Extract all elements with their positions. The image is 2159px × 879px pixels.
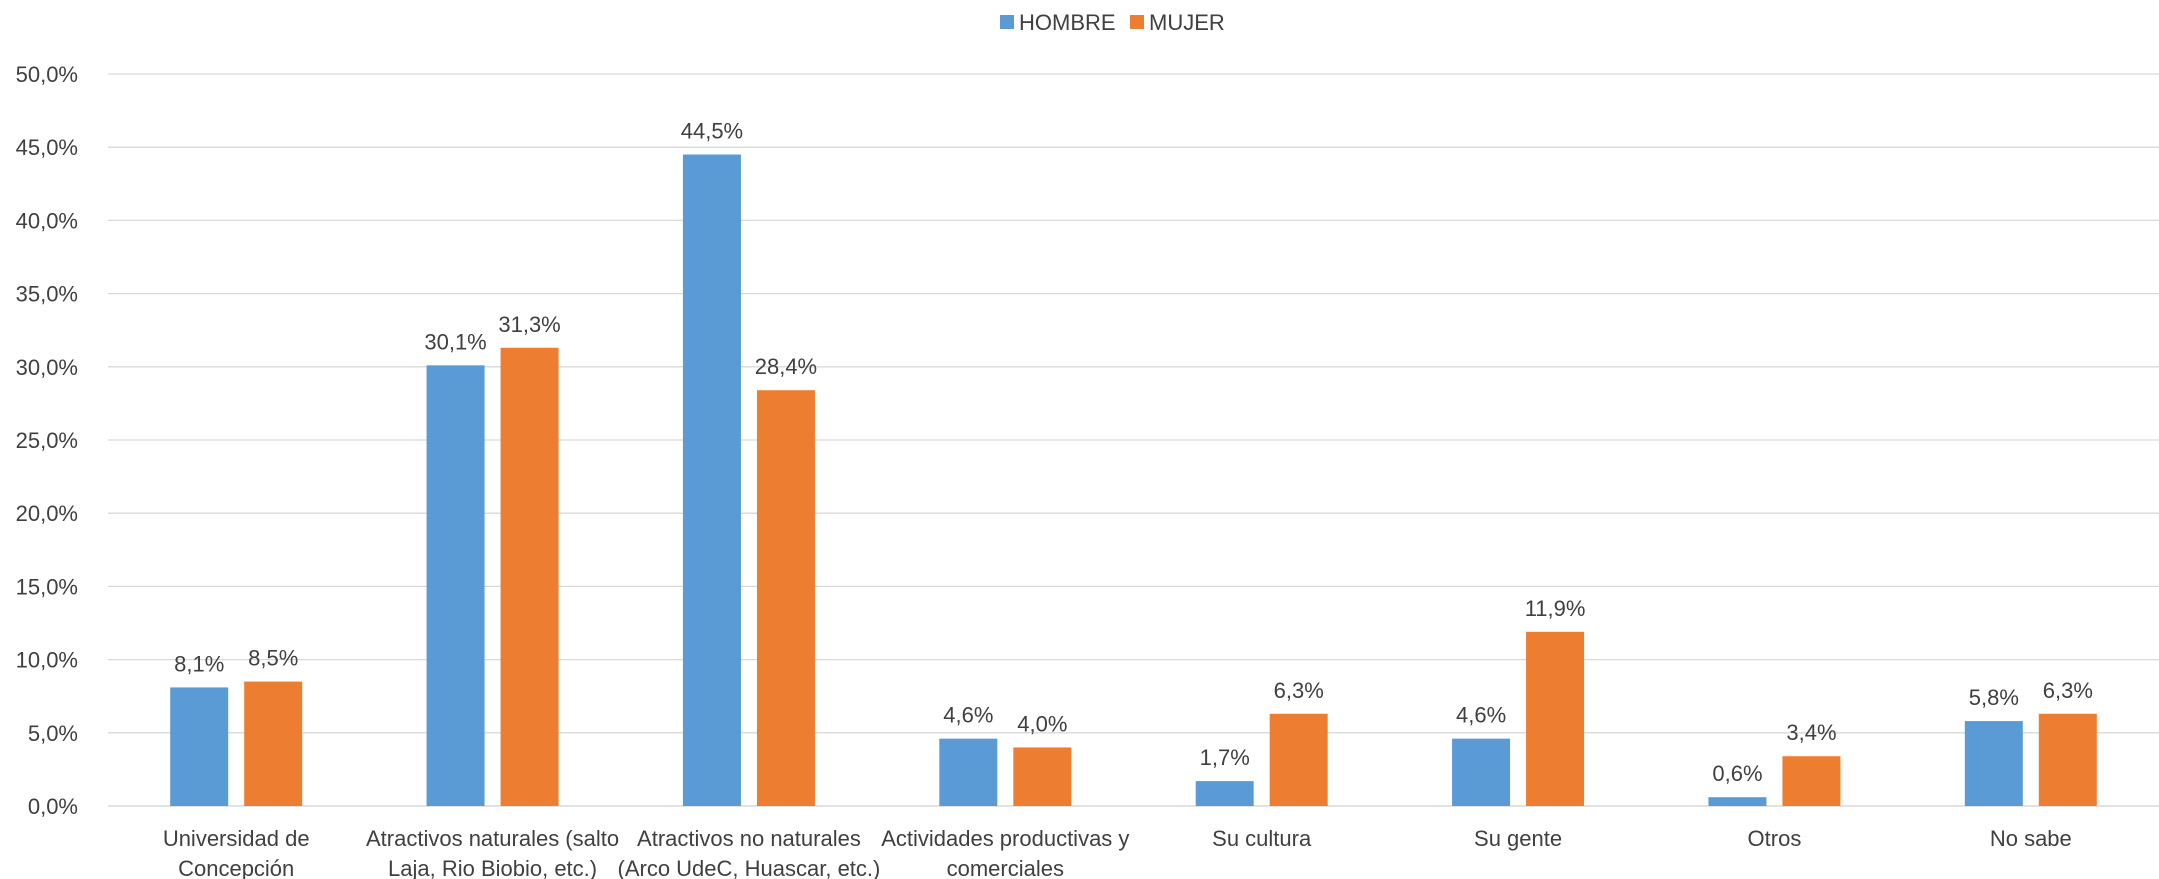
category-label: Atractivos no naturales bbox=[637, 826, 861, 851]
legend-label-hombre: HOMBRE bbox=[1019, 10, 1116, 35]
category-label: Otros bbox=[1748, 826, 1802, 851]
legend-swatch-mujer bbox=[1130, 15, 1144, 29]
bar-hombre bbox=[1964, 721, 2023, 806]
data-label: 0,6% bbox=[1712, 761, 1762, 786]
y-tick-label: 10,0% bbox=[16, 648, 78, 673]
bar-hombre bbox=[1195, 781, 1254, 806]
category-label: Concepción bbox=[178, 856, 294, 879]
category-label: Su gente bbox=[1474, 826, 1562, 851]
data-label: 4,6% bbox=[1456, 703, 1506, 728]
bar-hombre bbox=[1452, 738, 1511, 806]
y-tick-label: 25,0% bbox=[16, 428, 78, 453]
data-label: 4,6% bbox=[943, 703, 993, 728]
data-label: 3,4% bbox=[1786, 720, 1836, 745]
bar-mujer bbox=[1526, 631, 1585, 806]
y-tick-label: 45,0% bbox=[16, 135, 78, 160]
data-label: 6,3% bbox=[2043, 678, 2093, 703]
y-tick-label: 35,0% bbox=[16, 282, 78, 307]
data-label: 8,1% bbox=[174, 651, 224, 676]
data-label: 1,7% bbox=[1200, 745, 1250, 770]
data-label: 4,0% bbox=[1017, 711, 1067, 736]
y-tick-label: 30,0% bbox=[16, 355, 78, 380]
bar-mujer bbox=[1782, 756, 1841, 806]
bar-hombre bbox=[1708, 797, 1767, 806]
y-tick-label: 0,0% bbox=[28, 794, 78, 819]
bar-mujer bbox=[2038, 713, 2097, 806]
category-label: No sabe bbox=[1990, 826, 2072, 851]
data-label: 8,5% bbox=[248, 646, 298, 671]
category-label: Laja, Rio Biobio, etc.) bbox=[388, 856, 597, 879]
legend-swatch-hombre bbox=[1000, 15, 1014, 29]
y-tick-label: 5,0% bbox=[28, 721, 78, 746]
data-label: 11,9% bbox=[1525, 596, 1586, 621]
bar-hombre bbox=[682, 154, 741, 806]
gridlines bbox=[108, 73, 2159, 807]
data-label: 30,1% bbox=[424, 329, 486, 354]
category-label: Actividades productivas y bbox=[881, 826, 1129, 851]
data-label: 5,8% bbox=[1969, 685, 2019, 710]
bar-hombre bbox=[170, 687, 229, 806]
category-label: Atractivos naturales (salto bbox=[366, 826, 619, 851]
category-label: comerciales bbox=[947, 856, 1064, 879]
data-label: 6,3% bbox=[1274, 678, 1324, 703]
data-labels: 8,1% 8,5% 30,1% 31,3% 44,5% 28,4% 4,6% 4,0% 1,7%… bbox=[174, 119, 2093, 787]
data-label: 44,5% bbox=[681, 119, 743, 144]
category-label: Universidad de bbox=[163, 826, 310, 851]
bars bbox=[170, 154, 2097, 806]
y-tick-label: 20,0% bbox=[16, 501, 78, 526]
y-tick-label: 50,0% bbox=[16, 62, 78, 87]
data-label: 31,3% bbox=[498, 312, 560, 337]
bar-mujer bbox=[244, 681, 303, 806]
category-label: Su cultura bbox=[1212, 826, 1312, 851]
x-axis: Universidad de Concepción Atractivos natur… bbox=[163, 826, 2072, 879]
bar-mujer bbox=[500, 347, 559, 806]
y-tick-label: 40,0% bbox=[16, 208, 78, 233]
data-label: 28,4% bbox=[755, 354, 817, 379]
bar-hombre bbox=[426, 365, 485, 806]
bar-mujer bbox=[756, 390, 815, 806]
legend-label-mujer: MUJER bbox=[1149, 10, 1225, 35]
legend: HOMBRE MUJER bbox=[1000, 10, 1225, 35]
bar-mujer bbox=[1013, 747, 1072, 806]
y-axis: 0,0% 5,0% 10,0% 15,0% 20,0% 25,0% 30,0% 35,0% 40… bbox=[16, 62, 78, 819]
bar-hombre bbox=[939, 738, 998, 806]
bar-mujer bbox=[1269, 713, 1328, 806]
y-tick-label: 15,0% bbox=[16, 574, 78, 599]
category-label: (Arco UdeC, Huascar, etc.) bbox=[618, 856, 881, 879]
